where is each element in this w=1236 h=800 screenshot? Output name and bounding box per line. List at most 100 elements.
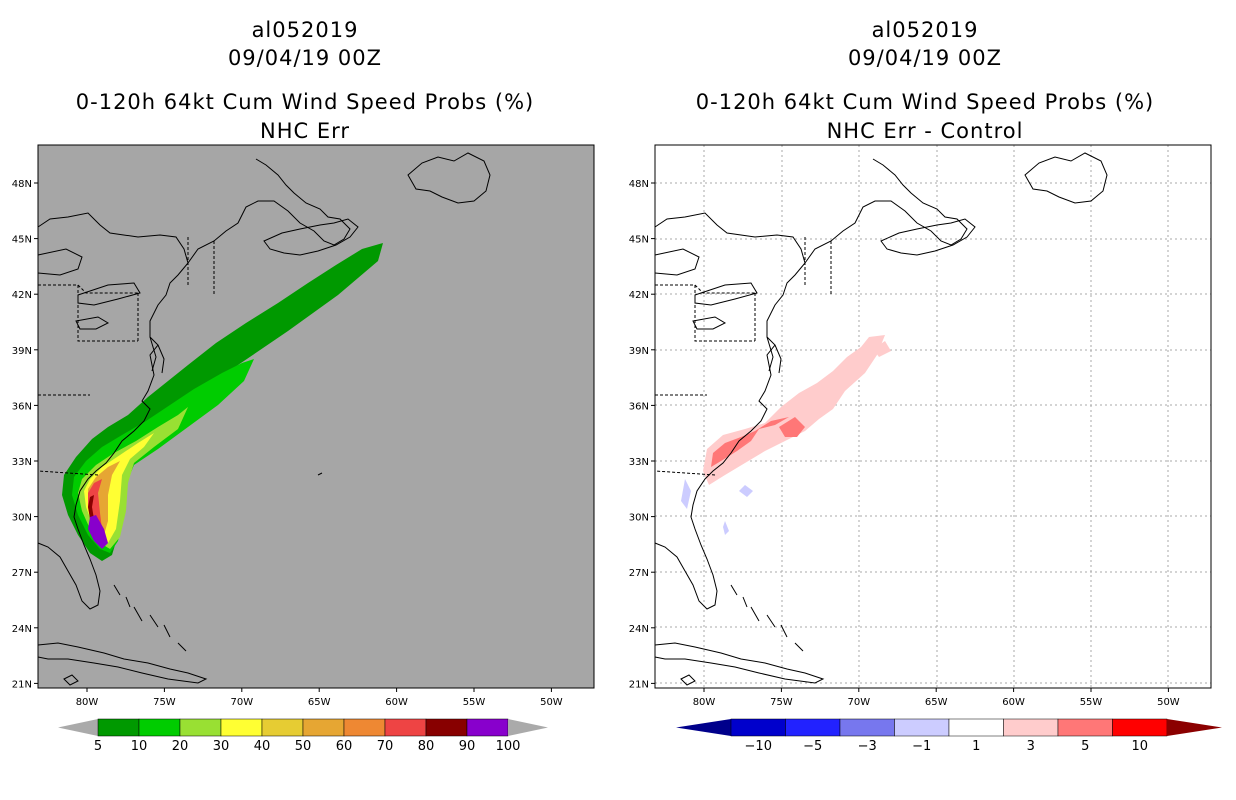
- prob-contour-90: [88, 515, 108, 549]
- right-colorbar-box: [948, 718, 1004, 737]
- right-lon-label: 75W: [770, 697, 793, 708]
- left-map: [37, 144, 595, 689]
- right-colorbar-box: [730, 718, 786, 737]
- right-lon-label: 50W: [1157, 697, 1180, 708]
- right-lat-label: 21N: [629, 679, 649, 690]
- left-lon-label: 80W: [76, 697, 99, 708]
- left-colorbar-box: [220, 718, 263, 737]
- left-map-background: [38, 145, 594, 688]
- right-lat-label: 42N: [629, 290, 649, 301]
- right-lat-label: 45N: [629, 235, 649, 246]
- left-lon-label: 65W: [308, 697, 331, 708]
- left-lon-label: 70W: [230, 697, 253, 708]
- prob-contour-80: [88, 495, 94, 519]
- left-subtitle: NHC Err: [259, 119, 350, 143]
- right-lat-label: 33N: [629, 457, 649, 468]
- left-colorbar-label: 70: [377, 739, 394, 754]
- left-lon-label: 75W: [153, 697, 176, 708]
- right-colorbar-label: 10: [1131, 739, 1148, 754]
- right-lat-label: 27N: [629, 568, 649, 579]
- right-colorbar-box: [894, 718, 950, 737]
- left-product-title: 0-120h 64kt Cum Wind Speed Probs (%): [75, 90, 535, 114]
- right-lat-label: 24N: [629, 624, 649, 635]
- left-colorbar-box: [425, 718, 468, 737]
- diff-contour-1to3-b: [873, 341, 891, 357]
- left-axis-ticks: 48N 45N 42N 39N 36N 33N 30N 27N 24N 21N 80W 75W 70W 6…: [12, 179, 563, 708]
- left-colorbar-box: [384, 718, 427, 737]
- diff-contour-neg-c: [723, 521, 729, 535]
- right-lat-label: 30N: [629, 513, 649, 524]
- left-lat-label: 39N: [12, 346, 32, 357]
- diff-contour-3to5: [711, 417, 789, 467]
- right-colorbar-label: −10: [745, 739, 772, 754]
- left-lat-label: 33N: [12, 457, 32, 468]
- right-lat-label: 36N: [629, 401, 649, 412]
- right-lon-label: 80W: [693, 697, 716, 708]
- left-colorbar-label: 10: [131, 739, 148, 754]
- left-colorbar-box: [138, 718, 181, 737]
- right-colorbar-box: [1112, 718, 1168, 737]
- right-colorbar-low-end: [676, 719, 731, 736]
- prob-contour-speck: [317, 472, 323, 476]
- diff-contour-1to3: [703, 335, 885, 485]
- left-lat-label: 36N: [12, 401, 32, 412]
- left-colorbar-box: [343, 718, 386, 737]
- right-storm-id: al052019: [871, 18, 979, 42]
- right-subtitle: NHC Err - Control: [826, 119, 1024, 143]
- right-colorbar: −10 −5 −3 −1 1 3 5 10: [676, 718, 1222, 754]
- left-colorbar-box: [179, 718, 222, 737]
- diff-contour-neg-b: [739, 485, 753, 497]
- left-colorbar-low-end: [58, 719, 98, 736]
- right-datetime: 09/04/19 00Z: [847, 46, 1003, 70]
- right-colorbar-label: −3: [858, 739, 877, 754]
- right-colorbar-box: [1057, 718, 1113, 737]
- left-lat-label: 27N: [12, 568, 32, 579]
- right-colorbar-label: 5: [1081, 739, 1089, 754]
- left-colorbar-box: [261, 718, 304, 737]
- right-colorbar-box: [1003, 718, 1059, 737]
- left-colorbar-label: 5: [94, 739, 102, 754]
- right-map-frame: [654, 144, 1212, 689]
- left-colorbar-label: 100: [496, 739, 521, 754]
- left-lat-label: 45N: [12, 235, 32, 246]
- left-lat-label: 21N: [12, 679, 32, 690]
- left-colorbar-high-end: [508, 719, 548, 736]
- left-colorbar-box: [97, 718, 140, 737]
- left-lon-label: 55W: [463, 697, 486, 708]
- right-axis-ticks: 48N 45N 42N 39N 36N 33N 30N 27N 24N 21N 80W 75W 70W 6…: [629, 179, 1180, 708]
- left-colorbar-label: 90: [459, 739, 476, 754]
- right-lon-label: 55W: [1080, 697, 1103, 708]
- left-colorbar-box: [466, 718, 509, 737]
- right-colorbar-label: −5: [803, 739, 822, 754]
- left-colorbar-label: 40: [254, 739, 271, 754]
- right-colorbar-high-end: [1167, 719, 1222, 736]
- left-colorbar: 5 10 20 30 40 50 60 70 80 90 100: [58, 718, 548, 754]
- right-colorbar-box: [785, 718, 841, 737]
- left-lon-label: 50W: [540, 697, 563, 708]
- right-lon-label: 70W: [847, 697, 870, 708]
- left-map-frame: [37, 144, 595, 689]
- left-storm-id: al052019: [251, 18, 359, 42]
- right-product-title: 0-120h 64kt Cum Wind Speed Probs (%): [695, 90, 1155, 114]
- left-lat-label: 30N: [12, 513, 32, 524]
- right-colorbar-label: 1: [972, 739, 980, 754]
- right-colorbar-label: 3: [1027, 739, 1035, 754]
- left-lon-label: 60W: [385, 697, 408, 708]
- left-colorbar-label: 50: [295, 739, 312, 754]
- right-map: [654, 144, 1212, 689]
- diff-contour-3to5-b: [779, 417, 805, 437]
- right-colorbar-label: −1: [912, 739, 931, 754]
- left-colorbar-box: [302, 718, 345, 737]
- right-map-background: [655, 145, 1211, 688]
- right-lon-label: 60W: [1002, 697, 1025, 708]
- left-lat-label: 42N: [12, 290, 32, 301]
- right-lat-label: 39N: [629, 346, 649, 357]
- diff-contour-neg: [681, 479, 691, 509]
- right-colorbar-box: [839, 718, 895, 737]
- left-datetime: 09/04/19 00Z: [227, 46, 383, 70]
- left-lat-label: 24N: [12, 624, 32, 635]
- left-colorbar-label: 30: [213, 739, 230, 754]
- left-colorbar-label: 20: [172, 739, 189, 754]
- right-lon-label: 65W: [925, 697, 948, 708]
